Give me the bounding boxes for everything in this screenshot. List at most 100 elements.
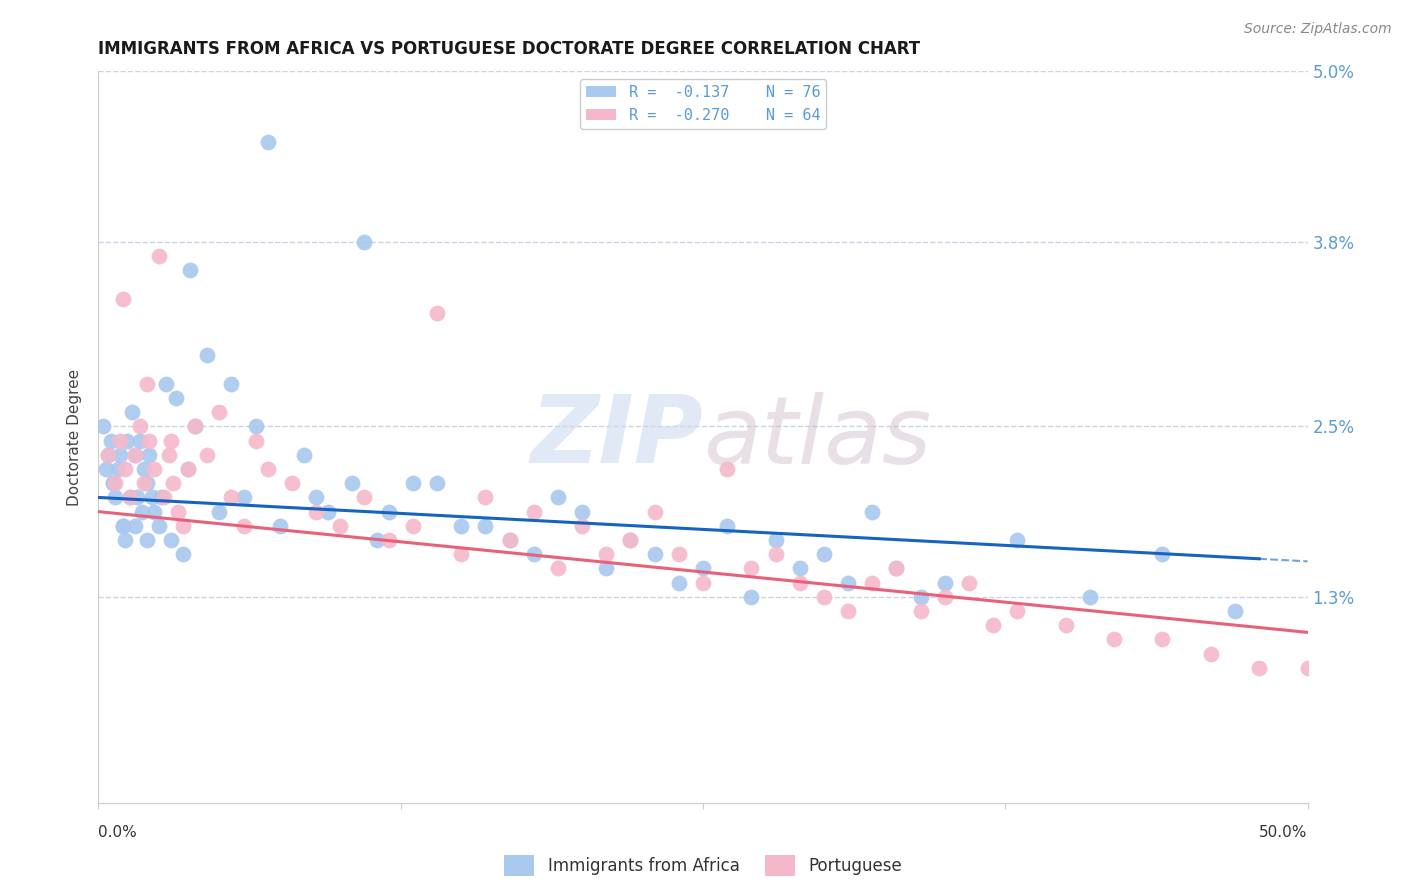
- Point: [644, 505, 666, 519]
- Point: [813, 547, 835, 561]
- Point: [245, 434, 267, 448]
- Point: [668, 575, 690, 590]
- Point: [523, 505, 546, 519]
- Point: [353, 491, 375, 505]
- Point: [281, 476, 304, 491]
- Point: [160, 434, 183, 448]
- Point: [837, 575, 859, 590]
- Point: [886, 561, 908, 575]
- Point: [150, 491, 173, 505]
- Point: [101, 476, 124, 491]
- Point: [256, 136, 278, 150]
- Point: [117, 434, 139, 448]
- Point: [910, 590, 932, 604]
- Point: [148, 519, 170, 533]
- Point: [232, 519, 254, 533]
- Point: [305, 505, 328, 519]
- Point: [740, 590, 762, 604]
- Text: 50.0%: 50.0%: [1260, 825, 1308, 840]
- Point: [101, 476, 124, 491]
- Point: [644, 547, 666, 561]
- Point: [1102, 632, 1125, 647]
- Point: [740, 561, 762, 575]
- Point: [547, 491, 569, 505]
- Point: [1152, 547, 1174, 561]
- Point: [474, 519, 496, 533]
- Text: IMMIGRANTS FROM AFRICA VS PORTUGUESE DOCTORATE DEGREE CORRELATION CHART: IMMIGRANTS FROM AFRICA VS PORTUGUESE DOC…: [98, 40, 921, 58]
- Point: [165, 391, 187, 405]
- Point: [692, 575, 714, 590]
- Point: [426, 306, 449, 320]
- Point: [957, 575, 980, 590]
- Point: [619, 533, 641, 547]
- Point: [114, 462, 136, 476]
- Point: [143, 505, 166, 519]
- Point: [716, 462, 738, 476]
- Point: [619, 533, 641, 547]
- Point: [789, 575, 811, 590]
- Point: [172, 547, 194, 561]
- Point: [97, 448, 120, 462]
- Point: [837, 604, 859, 618]
- Point: [94, 462, 117, 476]
- Point: [1078, 590, 1101, 604]
- Point: [474, 491, 496, 505]
- Point: [1007, 533, 1029, 547]
- Point: [571, 519, 593, 533]
- Point: [377, 505, 399, 519]
- Point: [124, 519, 146, 533]
- Point: [143, 462, 166, 476]
- Point: [377, 533, 399, 547]
- Point: [108, 448, 131, 462]
- Point: [910, 604, 932, 618]
- Point: [128, 434, 150, 448]
- Point: [450, 519, 472, 533]
- Point: [141, 491, 163, 505]
- Point: [716, 519, 738, 533]
- Text: Source: ZipAtlas.com: Source: ZipAtlas.com: [1244, 22, 1392, 37]
- Point: [162, 476, 184, 491]
- Point: [245, 419, 267, 434]
- Point: [160, 533, 183, 547]
- Point: [886, 561, 908, 575]
- Point: [1199, 647, 1222, 661]
- Legend: Immigrants from Africa, Portuguese: Immigrants from Africa, Portuguese: [498, 848, 908, 882]
- Point: [342, 476, 364, 491]
- Point: [498, 533, 520, 547]
- Point: [305, 491, 328, 505]
- Point: [177, 462, 200, 476]
- Point: [114, 533, 136, 547]
- Point: [366, 533, 388, 547]
- Point: [111, 292, 134, 306]
- Point: [571, 505, 593, 519]
- Point: [1296, 661, 1319, 675]
- Point: [124, 448, 146, 462]
- Point: [127, 491, 149, 505]
- Point: [208, 405, 231, 419]
- Point: [547, 561, 569, 575]
- Point: [172, 519, 194, 533]
- Text: atlas: atlas: [703, 392, 931, 483]
- Point: [184, 419, 207, 434]
- Y-axis label: Doctorate Degree: Doctorate Degree: [67, 368, 83, 506]
- Point: [981, 618, 1004, 632]
- Point: [316, 505, 339, 519]
- Point: [934, 590, 956, 604]
- Point: [1223, 604, 1246, 618]
- Point: [134, 462, 156, 476]
- Point: [1152, 632, 1174, 647]
- Point: [668, 547, 690, 561]
- Point: [765, 547, 787, 561]
- Point: [498, 533, 520, 547]
- Point: [135, 476, 157, 491]
- Point: [135, 376, 157, 391]
- Point: [121, 405, 143, 419]
- Point: [111, 519, 134, 533]
- Point: [138, 434, 160, 448]
- Point: [134, 476, 156, 491]
- Point: [108, 434, 131, 448]
- Point: [1054, 618, 1077, 632]
- Point: [135, 533, 157, 547]
- Point: [100, 434, 122, 448]
- Point: [450, 547, 472, 561]
